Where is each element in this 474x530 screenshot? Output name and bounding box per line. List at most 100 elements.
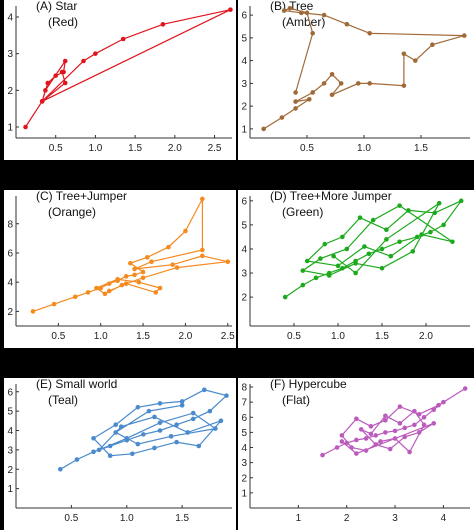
data-point — [293, 106, 298, 111]
y-tick: 6 — [241, 196, 253, 207]
y-tick-label: 6 — [241, 196, 247, 207]
data-point — [185, 430, 190, 435]
x-tick-label: 2.5 — [221, 331, 235, 342]
data-point — [416, 430, 422, 435]
data-point — [300, 282, 306, 288]
panel-c: (C) Tree+Jumper (Orange) 0.5 1.0 1.5 2.0 2.5… — [4, 189, 236, 348]
data-point — [135, 404, 141, 410]
data-point — [93, 51, 98, 56]
y-tick: 4 — [241, 443, 253, 454]
data-point — [436, 402, 441, 408]
data-point — [419, 232, 424, 237]
data-point — [91, 449, 96, 455]
data-point — [402, 434, 408, 440]
data-point — [281, 8, 287, 13]
x-tick: 0.5 — [49, 135, 63, 154]
data-point — [397, 421, 403, 426]
y-tick: 4 — [241, 244, 253, 255]
data-point — [383, 413, 388, 419]
y-tick-label: 5 — [241, 428, 247, 439]
series-line — [32, 198, 228, 312]
y-tick: 6 — [7, 387, 19, 398]
data-point — [318, 256, 323, 261]
data-point — [261, 126, 266, 132]
data-point — [152, 414, 157, 420]
data-point — [39, 99, 45, 104]
data-point — [304, 258, 310, 264]
y-tick-label: 6 — [7, 248, 13, 259]
data-point — [387, 446, 393, 452]
data-point — [115, 276, 120, 282]
data-point — [401, 51, 407, 57]
y-tick: 6 — [241, 11, 253, 22]
x-tick: 0.5 — [287, 323, 301, 342]
data-point — [397, 404, 403, 409]
y-tick-label: 6 — [241, 413, 247, 424]
data-point — [174, 422, 179, 427]
x-tick: 1.5 — [175, 505, 190, 524]
data-point — [441, 222, 446, 228]
data-point — [202, 387, 207, 393]
x-tick-label: 0.5 — [64, 513, 78, 524]
x-tick-label: 1 — [296, 513, 302, 524]
y-tick-label: 4 — [7, 426, 13, 437]
data-point — [339, 433, 345, 438]
data-point — [379, 246, 385, 252]
chart-svg: 1 2 3 4 1 2 3 4 5 6 7 8 — [241, 383, 470, 524]
data-point — [366, 251, 372, 257]
x-tick: 4 — [441, 505, 447, 524]
data-point — [353, 261, 358, 266]
data-point — [354, 416, 359, 422]
y-tick: 2 — [241, 473, 253, 484]
data-point — [157, 285, 163, 291]
x-tick: 0.5 — [64, 505, 79, 524]
data-point — [379, 265, 385, 271]
x-tick: 1.0 — [88, 135, 103, 154]
y-tick-label: 3 — [241, 269, 247, 280]
y-tick-label: 8 — [7, 219, 13, 230]
x-tick-label: 0.5 — [300, 143, 314, 154]
x-tick-label: 2.5 — [208, 143, 222, 154]
data-point — [450, 239, 455, 245]
data-point — [367, 31, 372, 36]
data-point — [30, 309, 36, 314]
data-point — [320, 452, 325, 458]
y-tick: 8 — [241, 383, 253, 394]
data-point — [62, 80, 68, 86]
data-point — [157, 401, 163, 406]
x-tick-label: 1.5 — [128, 143, 142, 154]
chart-svg: 0.5 1.0 1.5 2.0 2.5 2 4 6 8 — [7, 196, 235, 342]
data-point — [225, 259, 231, 265]
data-point — [85, 290, 91, 295]
panel-subtitle: (Orange) — [48, 205, 97, 219]
x-tick-label: 1.0 — [120, 513, 134, 524]
panel-title: (D) Tree+More Jumper — [270, 189, 392, 203]
data-point — [140, 275, 146, 281]
data-point — [132, 272, 137, 278]
panel-subtitle: (Green) — [282, 205, 324, 219]
data-point — [118, 424, 124, 429]
data-point — [107, 453, 113, 458]
chart-svg: 0.5 1.0 1.5 1 2 3 4 5 6 — [241, 5, 470, 154]
data-point — [334, 445, 340, 450]
data-point — [293, 99, 298, 104]
data-point — [357, 215, 363, 220]
data-point — [183, 228, 188, 234]
data-point — [344, 246, 350, 252]
y-tick-label: 4 — [241, 443, 247, 454]
y-tick-label: 3 — [241, 79, 247, 90]
x-tick: 1.0 — [94, 323, 108, 342]
data-point — [354, 437, 359, 443]
data-point — [412, 58, 418, 63]
data-point — [123, 281, 129, 286]
panel-d: (D) Tree+More Jumper (Green) 0.5 1.0 1.5 2.… — [238, 189, 474, 348]
data-point — [45, 80, 51, 86]
x-tick: 2.0 — [168, 135, 182, 154]
data-point — [326, 273, 332, 278]
data-point — [354, 451, 359, 456]
x-tick: 3 — [392, 505, 398, 524]
data-point — [59, 69, 65, 75]
data-point — [149, 259, 154, 265]
y-tick-label: 4 — [241, 56, 247, 67]
data-point — [62, 58, 68, 64]
